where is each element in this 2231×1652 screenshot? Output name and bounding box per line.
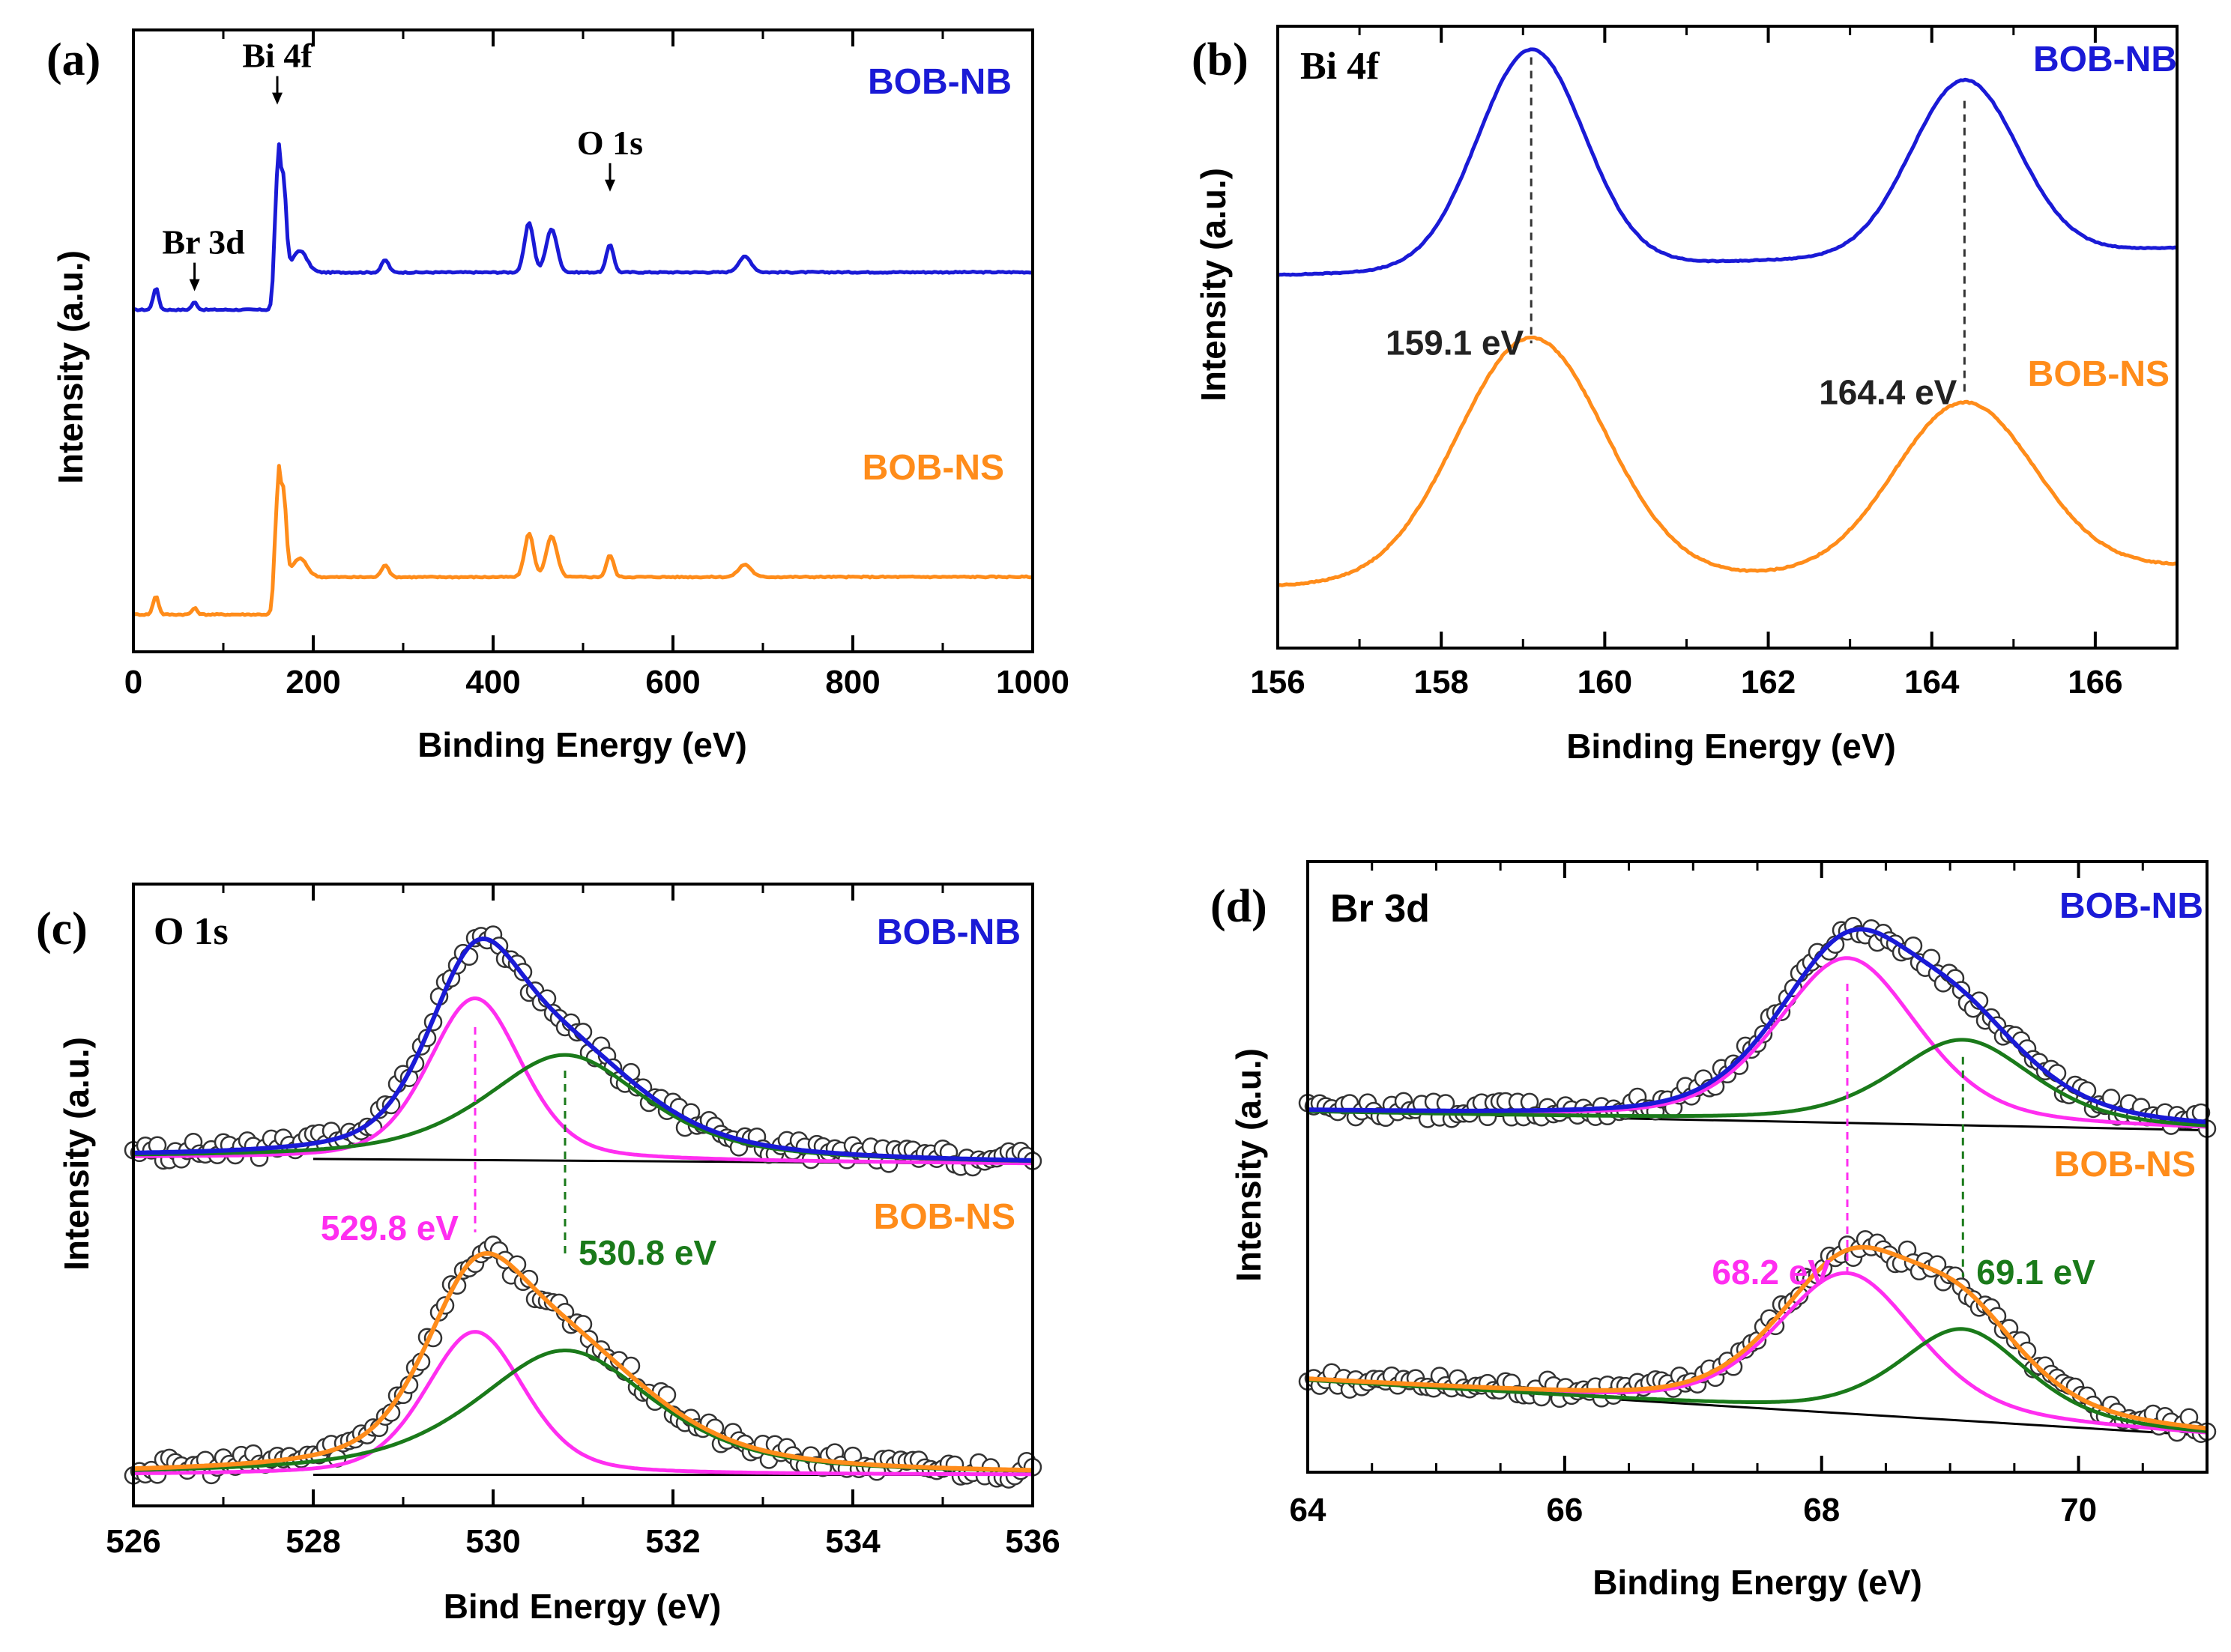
peak-annotation: Bi 4f: [242, 37, 313, 75]
x-tick-label: 166: [2068, 664, 2122, 701]
fit-envelope-bob-ns: [1307, 1244, 2208, 1431]
panel-b-peak-lines: 159.1 eV 164.4 eV: [1386, 57, 1966, 412]
panel-c-legend-nb: BOB-NB: [877, 913, 1021, 952]
peak-label: 68.2 eV: [1712, 1253, 1831, 1292]
fit-component-1: [133, 996, 1033, 1166]
series-line-bob-ns: [133, 464, 1034, 617]
data-point: [519, 1269, 539, 1289]
panel-d-legend-ns: BOB-NS: [2054, 1145, 2196, 1184]
panel-c-region-label: O 1s: [154, 910, 229, 953]
panel-d-ticks: 64 66 68 70: [1290, 862, 2144, 1528]
x-tick-label: 70: [2060, 1492, 2097, 1528]
x-tick-label: 532: [645, 1523, 700, 1560]
peak-annotation: Br 3d: [162, 223, 245, 261]
panel-d-xlabel: Binding Energy (eV): [1593, 1563, 1922, 1602]
x-tick-label: 64: [1290, 1492, 1326, 1528]
panel-b-lines: [1277, 47, 2178, 587]
panel-d-region-label: Br 3d: [1330, 887, 1430, 931]
panel-a-label: (a): [46, 34, 100, 85]
fit-component-1: [133, 1330, 1033, 1477]
x-tick-label: 400: [465, 664, 520, 701]
x-tick-label: 526: [106, 1523, 160, 1560]
fit-component-2: [1307, 1038, 2208, 1128]
peak-label: 69.1 eV: [1976, 1253, 2095, 1292]
x-tick-label: 530: [465, 1523, 520, 1560]
panel-b-frame: [1276, 25, 2179, 650]
panel-d-legend-nb: BOB-NB: [2059, 886, 2203, 926]
panel-c-legend-ns: BOB-NS: [874, 1197, 1015, 1237]
panel-c-label: (c): [36, 904, 88, 954]
panel-c-xlabel: Bind Energy (eV): [444, 1587, 722, 1626]
annotation-arrow-head: [605, 179, 615, 192]
x-tick-label: 528: [286, 1523, 340, 1560]
x-tick-label: 164: [1904, 664, 1960, 701]
x-tick-label: 66: [1546, 1492, 1583, 1528]
panel-a-frame: [132, 28, 1034, 653]
x-tick-label: 536: [1005, 1523, 1060, 1560]
fit-envelope-bob-ns: [133, 1250, 1033, 1473]
panel-d-peak-lines: 68.2 eV 69.1 eV: [1712, 984, 2095, 1292]
panel-c-lines: [124, 925, 1042, 1489]
panel-d-br3d: 64 66 68 70 68.2 eV 69.1 eV (d) Br 3d Bindin…: [1210, 860, 2217, 1602]
panel-b-label: (b): [1192, 34, 1249, 85]
panel-a-annotations: Bi 4f O 1s Br 3d: [162, 37, 643, 291]
x-tick-label: 534: [825, 1523, 881, 1560]
panel-c-frame: [132, 883, 1034, 1507]
panel-a-legend-nb: BOB-NB: [868, 62, 1012, 102]
x-tick-label: 200: [286, 664, 340, 701]
x-tick-label: 0: [124, 664, 142, 701]
x-tick-label: 68: [1803, 1492, 1840, 1528]
peak-label: 164.4 eV: [1819, 373, 1957, 412]
x-tick-label: 158: [1413, 664, 1468, 701]
panel-a-ylabel: Intensity (a.u.): [51, 250, 90, 484]
fit-component-2: [1307, 1327, 2208, 1433]
panel-b-xlabel: Binding Energy (eV): [1566, 727, 1896, 766]
panel-a-ticks: 0 200 400 600 800 1000: [124, 30, 1069, 701]
panel-c-peak-lines: 529.8 eV 530.8 eV: [321, 1026, 716, 1272]
annotation-arrow-head: [272, 92, 283, 105]
peak-label: 159.1 eV: [1386, 323, 1524, 362]
panel-d-frame: [1306, 860, 2209, 1474]
fit-envelope-bob-nb: [133, 936, 1033, 1163]
peak-label: 530.8 eV: [579, 1233, 716, 1272]
x-tick-label: 156: [1250, 664, 1305, 701]
panel-d-ylabel: Intensity (a.u.): [1229, 1048, 1268, 1282]
panel-b-legend-ns: BOB-NS: [2028, 354, 2170, 394]
panel-b-legend-nb: BOB-NB: [2033, 40, 2177, 79]
x-tick-label: 800: [825, 664, 880, 701]
panel-d-lines: [1298, 916, 2217, 1443]
x-tick-label: 160: [1578, 664, 1632, 701]
series-line-bob-nb: [133, 142, 1033, 312]
panel-b-ticks: 156 158 160 162 164 166: [1250, 26, 2123, 701]
panel-d-label: (d): [1210, 881, 1267, 932]
panel-b-ylabel: Intensity (a.u.): [1194, 168, 1233, 402]
x-tick-label: 162: [1741, 664, 1796, 701]
x-tick-label: 600: [645, 664, 700, 701]
peak-annotation: O 1s: [577, 124, 643, 162]
panel-a-survey: 0 200 400 600 800 1000 (a) Binding Energy (eV…: [46, 28, 1069, 764]
annotation-arrow-head: [189, 279, 200, 291]
panel-b-region-label: Bi 4f: [1300, 45, 1380, 88]
series-line-bob-nb: [1277, 47, 2178, 277]
panel-a-xlabel: Binding Energy (eV): [417, 725, 747, 764]
x-tick-label: 1000: [996, 664, 1069, 701]
peak-label: 529.8 eV: [321, 1208, 459, 1247]
panel-a-lines: [133, 142, 1034, 617]
series-line-bob-ns: [1277, 336, 2178, 587]
panel-c-ylabel: Intensity (a.u.): [57, 1037, 96, 1271]
fit-envelope-bob-nb: [1308, 927, 2208, 1125]
panel-a-legend-ns: BOB-NS: [863, 448, 1004, 488]
